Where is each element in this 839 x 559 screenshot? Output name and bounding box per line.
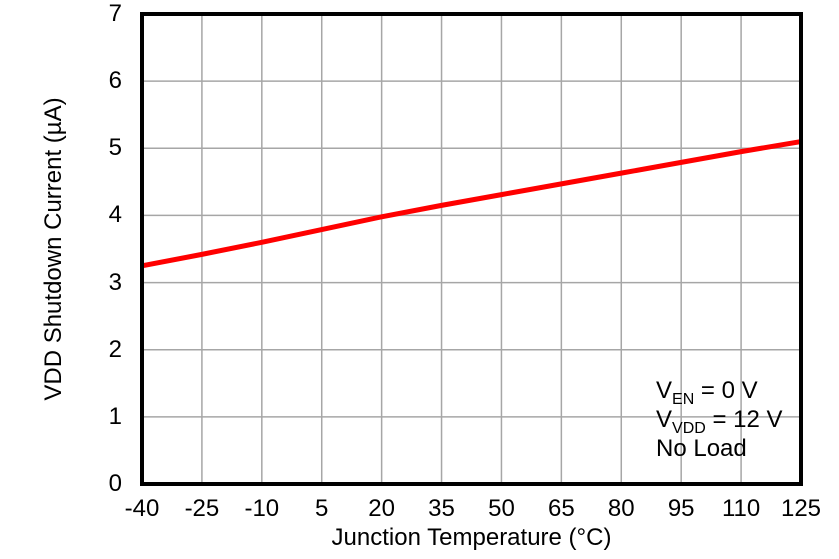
x-tick-label: 50 (488, 495, 515, 522)
x-tick-label: -10 (244, 495, 280, 522)
annotation-text: = 0 V (694, 377, 758, 404)
conditions-annotation: VEN = 0 V VVDD = 12 V No Load (656, 376, 783, 463)
x-tick-label: 95 (667, 495, 695, 522)
y-tick-label: 1 (108, 402, 122, 430)
plot-border (140, 12, 803, 486)
annotation-line: No Load (656, 434, 783, 463)
x-tick-label: 65 (548, 495, 575, 522)
x-tick-label: 125 (780, 495, 822, 522)
annotation-text: No Load (656, 435, 747, 462)
annotation-subscript: EN (672, 390, 695, 408)
x-tick-label: -25 (184, 495, 220, 522)
x-tick-label: 80 (607, 495, 635, 522)
y-tick-label: 0 (108, 470, 122, 497)
x-tick-label: 5 (315, 495, 329, 522)
series-line-vdd-shutdown-current (141, 139, 802, 269)
x-tick-label: 110 (721, 495, 761, 522)
x-tick-label: -40 (124, 495, 160, 522)
y-tick-label: 3 (108, 268, 122, 296)
annotation-text: = 12 V (705, 406, 783, 433)
y-tick-label: 6 (108, 67, 122, 95)
annotation-line: VEN = 0 V (656, 376, 783, 408)
annotation-text: V (656, 377, 673, 404)
annotation-subscript: VDD (672, 419, 706, 437)
y-tick-label: 7 (108, 0, 122, 27)
annotation-line: VVDD = 12 V (656, 405, 783, 437)
x-tick-label: 20 (368, 495, 395, 522)
x-tick-label: 35 (428, 495, 455, 522)
y-tick-label: 2 (108, 335, 122, 363)
x-axis-title: Junction Temperature (°C) (331, 524, 612, 551)
y-tick-label: 5 (108, 134, 122, 162)
annotation-text: V (656, 406, 673, 433)
y-tick-label: 4 (108, 201, 122, 229)
